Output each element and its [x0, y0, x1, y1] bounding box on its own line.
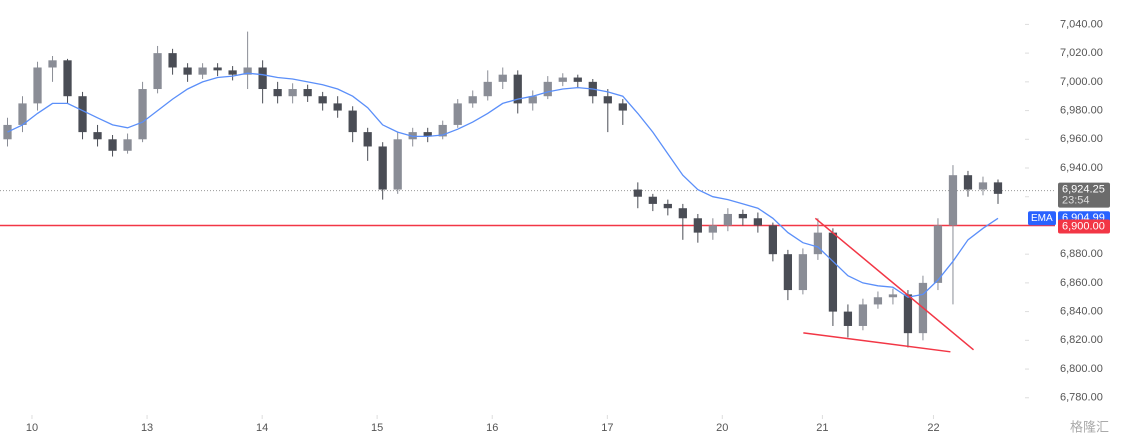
last-price-label: 6,924.25	[1062, 184, 1105, 196]
candle-body	[48, 60, 57, 68]
countdown-label: 23:54	[1062, 195, 1090, 207]
candle-body	[123, 139, 132, 151]
candle-body	[108, 139, 117, 151]
candle-body	[498, 74, 507, 82]
candle-body	[318, 96, 327, 104]
candle-body	[273, 89, 282, 97]
trendline	[814, 217, 975, 351]
candle-body	[333, 103, 342, 111]
candle-body	[3, 124, 12, 140]
y-tick-label: 6,800.00	[1060, 363, 1103, 375]
y-tick-label: 6,820.00	[1060, 334, 1103, 346]
y-tick-label: 7,020.00	[1060, 47, 1103, 59]
level-label: 6,900.00	[1062, 220, 1105, 232]
candle-body	[708, 225, 717, 233]
x-tick-label: 17	[601, 422, 613, 434]
x-tick-label: 16	[486, 422, 498, 434]
candle-body	[513, 74, 522, 104]
x-tick-label: 10	[26, 422, 38, 434]
candle-body	[858, 304, 868, 326]
candle-body	[888, 294, 898, 298]
ema-name-box	[1028, 211, 1056, 226]
y-tick-label: 6,880.00	[1060, 248, 1103, 260]
candle-body	[258, 67, 267, 90]
y-tick-label: 6,780.00	[1060, 392, 1103, 404]
ema-line	[7, 72, 999, 298]
candle-body	[633, 189, 642, 197]
candle-body	[693, 218, 702, 233]
candle-body	[723, 213, 732, 226]
candle-body	[783, 254, 793, 291]
level-box	[1058, 219, 1110, 234]
candle-body	[288, 89, 297, 97]
candle-body	[738, 213, 747, 219]
candle-body	[33, 67, 42, 104]
candle-body	[573, 77, 582, 82]
candle-body	[933, 225, 943, 283]
candle-body	[348, 110, 357, 133]
y-tick-label: 7,040.00	[1060, 18, 1103, 30]
candle-body	[678, 208, 687, 219]
candle-body	[243, 67, 252, 75]
candle-body	[663, 203, 672, 209]
candle-body	[978, 182, 988, 190]
candle-body	[873, 297, 883, 305]
watermark: 格隆汇	[1070, 419, 1109, 434]
candle-body	[378, 146, 387, 190]
candle-body	[438, 124, 447, 137]
candle-body	[18, 103, 27, 125]
candle-body	[993, 182, 1003, 194]
y-tick-label: 6,960.00	[1060, 133, 1103, 145]
last-price-box	[1058, 182, 1110, 208]
y-tick-label: 6,940.00	[1060, 162, 1103, 174]
candle-body	[753, 218, 762, 226]
candle-body	[903, 294, 913, 334]
x-tick-label: 22	[927, 422, 939, 434]
candle-body	[768, 225, 778, 255]
candle-body	[453, 103, 462, 125]
candle-body	[93, 132, 102, 140]
candle-body	[648, 196, 657, 204]
candle-body	[408, 132, 417, 140]
candle-body	[558, 77, 567, 82]
candle-body	[483, 81, 492, 97]
candle-body	[363, 132, 372, 147]
candle-body	[198, 67, 207, 75]
candle-body	[468, 96, 477, 104]
y-tick-label: 7,000.00	[1060, 76, 1103, 88]
candle-body	[168, 53, 177, 68]
candle-body	[423, 132, 432, 137]
candle-body	[543, 81, 552, 97]
candle-body	[843, 311, 853, 326]
x-tick-label: 13	[141, 422, 153, 434]
candle-body	[798, 254, 808, 291]
y-tick-label: 6,840.00	[1060, 306, 1103, 318]
trendline	[803, 332, 951, 353]
candle-body	[153, 53, 162, 90]
y-tick-label: 6,980.00	[1060, 104, 1103, 116]
candle-body	[303, 89, 312, 97]
candle-body	[948, 175, 958, 226]
candle-body	[78, 96, 87, 133]
candle-body	[183, 67, 192, 75]
ema-name: EMA	[1031, 213, 1053, 224]
candle-body	[813, 232, 823, 255]
candle-body	[213, 67, 222, 71]
candle-body	[63, 60, 72, 97]
x-tick-label: 14	[256, 422, 268, 434]
x-tick-label: 21	[816, 422, 828, 434]
x-tick-label: 15	[371, 422, 383, 434]
candle-body	[228, 70, 237, 75]
candle-body	[603, 96, 612, 104]
candle-body	[393, 139, 402, 190]
candle-body	[138, 89, 147, 140]
candle-body	[618, 103, 627, 111]
candle-body	[528, 96, 537, 104]
candle-body	[828, 232, 838, 312]
candle-body	[963, 175, 973, 190]
y-tick-label: 6,860.00	[1060, 277, 1103, 289]
x-tick-label: 20	[716, 422, 728, 434]
